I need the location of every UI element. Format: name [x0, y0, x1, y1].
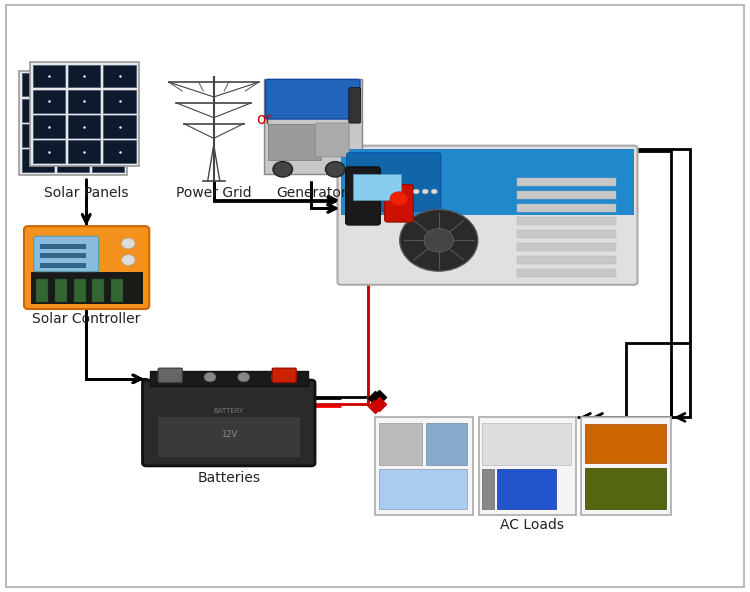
FancyBboxPatch shape: [497, 469, 556, 509]
Text: AC Loads: AC Loads: [500, 518, 565, 532]
FancyBboxPatch shape: [24, 226, 149, 309]
Circle shape: [413, 189, 419, 194]
FancyBboxPatch shape: [22, 73, 54, 96]
FancyBboxPatch shape: [338, 146, 638, 285]
FancyBboxPatch shape: [517, 269, 616, 277]
FancyBboxPatch shape: [158, 368, 182, 382]
Circle shape: [400, 210, 478, 271]
FancyBboxPatch shape: [272, 368, 296, 382]
FancyBboxPatch shape: [346, 153, 441, 211]
FancyBboxPatch shape: [22, 149, 54, 172]
FancyBboxPatch shape: [68, 90, 100, 113]
Circle shape: [390, 192, 408, 206]
FancyBboxPatch shape: [379, 469, 467, 509]
FancyBboxPatch shape: [585, 468, 666, 509]
Circle shape: [424, 229, 454, 252]
FancyBboxPatch shape: [482, 423, 571, 465]
FancyBboxPatch shape: [92, 73, 124, 96]
FancyBboxPatch shape: [150, 371, 308, 386]
FancyBboxPatch shape: [517, 178, 616, 186]
FancyBboxPatch shape: [33, 65, 65, 88]
FancyBboxPatch shape: [111, 279, 123, 302]
FancyBboxPatch shape: [517, 256, 616, 264]
FancyBboxPatch shape: [158, 417, 300, 457]
FancyBboxPatch shape: [19, 71, 128, 175]
Circle shape: [204, 372, 216, 382]
FancyBboxPatch shape: [57, 99, 89, 122]
FancyBboxPatch shape: [349, 88, 361, 123]
FancyBboxPatch shape: [104, 115, 136, 138]
FancyBboxPatch shape: [92, 149, 124, 172]
Circle shape: [422, 189, 428, 194]
FancyBboxPatch shape: [315, 123, 349, 157]
FancyBboxPatch shape: [352, 174, 401, 201]
FancyBboxPatch shape: [33, 90, 65, 113]
FancyBboxPatch shape: [57, 73, 89, 96]
FancyBboxPatch shape: [68, 65, 100, 88]
FancyBboxPatch shape: [22, 99, 54, 122]
Circle shape: [273, 162, 292, 177]
FancyBboxPatch shape: [517, 230, 616, 238]
FancyBboxPatch shape: [268, 124, 321, 160]
FancyBboxPatch shape: [31, 272, 142, 304]
FancyBboxPatch shape: [142, 380, 315, 466]
Circle shape: [122, 255, 135, 265]
FancyBboxPatch shape: [22, 124, 54, 147]
Text: Solar Panels: Solar Panels: [44, 186, 128, 201]
Text: Batteries: Batteries: [197, 471, 260, 485]
FancyBboxPatch shape: [341, 149, 634, 215]
FancyBboxPatch shape: [104, 65, 136, 88]
FancyBboxPatch shape: [266, 79, 360, 119]
Circle shape: [170, 372, 182, 382]
FancyBboxPatch shape: [55, 279, 67, 302]
Text: BATTERY: BATTERY: [214, 408, 244, 414]
FancyBboxPatch shape: [517, 217, 616, 225]
FancyBboxPatch shape: [33, 115, 65, 138]
FancyBboxPatch shape: [30, 62, 139, 166]
FancyBboxPatch shape: [385, 185, 413, 222]
FancyBboxPatch shape: [68, 140, 100, 163]
Circle shape: [431, 189, 437, 194]
FancyBboxPatch shape: [40, 244, 86, 249]
FancyBboxPatch shape: [375, 417, 472, 515]
Circle shape: [238, 372, 250, 382]
FancyBboxPatch shape: [478, 417, 576, 515]
FancyBboxPatch shape: [104, 140, 136, 163]
FancyBboxPatch shape: [379, 423, 422, 465]
Circle shape: [326, 162, 345, 177]
FancyBboxPatch shape: [426, 423, 467, 465]
FancyBboxPatch shape: [92, 99, 124, 122]
FancyBboxPatch shape: [34, 236, 99, 272]
FancyBboxPatch shape: [482, 469, 494, 509]
FancyBboxPatch shape: [92, 279, 104, 302]
Text: 12V: 12V: [220, 430, 237, 439]
FancyBboxPatch shape: [517, 204, 616, 212]
FancyBboxPatch shape: [74, 279, 86, 302]
Text: Power Grid: Power Grid: [176, 186, 251, 201]
FancyBboxPatch shape: [40, 263, 86, 268]
FancyBboxPatch shape: [92, 124, 124, 147]
FancyBboxPatch shape: [57, 149, 89, 172]
FancyBboxPatch shape: [40, 253, 86, 258]
FancyBboxPatch shape: [57, 124, 89, 147]
Circle shape: [272, 372, 284, 382]
FancyBboxPatch shape: [104, 90, 136, 113]
FancyBboxPatch shape: [33, 140, 65, 163]
FancyBboxPatch shape: [517, 243, 616, 251]
Text: Solar Controller: Solar Controller: [32, 312, 140, 326]
Circle shape: [122, 238, 135, 249]
FancyBboxPatch shape: [585, 424, 666, 463]
Text: or: or: [256, 112, 272, 127]
Text: Generator: Generator: [276, 186, 346, 201]
FancyBboxPatch shape: [36, 279, 48, 302]
FancyBboxPatch shape: [264, 79, 362, 174]
FancyBboxPatch shape: [517, 191, 616, 199]
FancyBboxPatch shape: [581, 417, 671, 515]
FancyBboxPatch shape: [346, 167, 380, 225]
FancyBboxPatch shape: [68, 115, 100, 138]
